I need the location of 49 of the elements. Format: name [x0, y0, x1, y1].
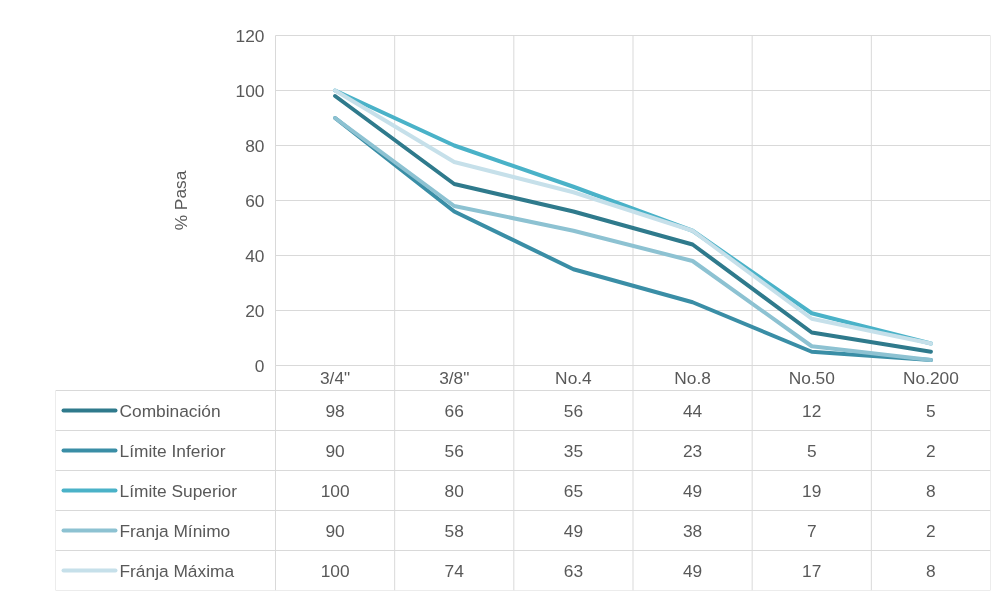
data-label: 58 — [444, 520, 464, 541]
x-tick-label: 3/4" — [319, 368, 351, 388]
x-tick-label: No.200 — [902, 368, 959, 388]
y-tick-label: 20 — [245, 300, 265, 321]
data-label: 23 — [682, 440, 703, 461]
y-tick-label: 120 — [235, 25, 265, 46]
data-label: 35 — [563, 440, 584, 461]
data-label: 7 — [806, 520, 817, 541]
data-label: 19 — [802, 480, 822, 501]
x-tick-label: No.8 — [674, 368, 711, 388]
data-label: 8 — [926, 560, 936, 581]
data-label: 8 — [926, 480, 936, 501]
data-label: 80 — [444, 480, 464, 501]
data-label: 2 — [926, 520, 936, 541]
y-tick-label: 0 — [254, 355, 265, 376]
data-label: 5 — [806, 440, 817, 461]
y-tick-label: 60 — [245, 190, 265, 211]
data-label: 100 — [320, 480, 350, 501]
data-label: 44 — [682, 400, 703, 421]
y-tick-label: 100 — [235, 80, 265, 101]
data-label: 90 — [325, 520, 345, 541]
legend-label: Fránja Máxima — [119, 560, 235, 581]
data-label: 90 — [325, 440, 345, 461]
legend-label: Límite Superior — [119, 480, 238, 501]
legend-label: Límite Inferior — [119, 440, 226, 461]
data-label: 98 — [325, 400, 345, 421]
y-axis-title: % Pasa — [170, 170, 191, 231]
data-label: 49 — [682, 480, 703, 501]
data-label: 74 — [444, 560, 465, 581]
data-label: 49 — [682, 560, 703, 581]
data-label: 56 — [444, 440, 464, 461]
data-label: 66 — [444, 400, 464, 421]
data-label: 38 — [682, 520, 703, 541]
y-tick-label: 40 — [245, 245, 265, 266]
data-label: 2 — [926, 440, 936, 461]
data-label: 63 — [563, 560, 584, 581]
data-label: 100 — [320, 560, 350, 581]
x-tick-label: No.50 — [788, 368, 835, 388]
data-label: 56 — [563, 400, 584, 421]
legend-label: Franja Mínimo — [119, 520, 231, 541]
data-label: 12 — [802, 400, 822, 421]
data-label: 49 — [563, 520, 584, 541]
y-tick-label: 80 — [245, 135, 265, 156]
x-tick-label: No.4 — [555, 368, 593, 388]
data-label: 65 — [563, 480, 584, 501]
data-label: 5 — [926, 400, 936, 421]
x-tick-label: 3/8" — [439, 368, 470, 388]
legend-label: Combinación — [119, 400, 221, 421]
data-label: 17 — [802, 560, 822, 581]
